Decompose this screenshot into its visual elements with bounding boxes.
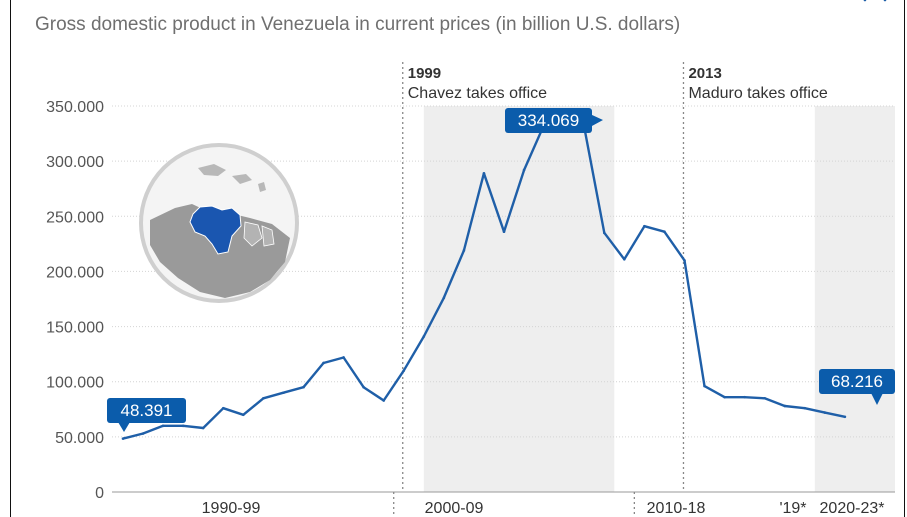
data-point bbox=[502, 230, 506, 234]
annotation-year: 2013 bbox=[688, 65, 721, 82]
data-point bbox=[442, 296, 446, 300]
y-tick-label: 350.000 bbox=[46, 99, 104, 116]
data-point bbox=[342, 356, 345, 359]
data-point bbox=[302, 385, 305, 389]
data-point bbox=[482, 171, 486, 175]
data-point bbox=[643, 224, 646, 228]
shade-2020-23 bbox=[814, 106, 895, 492]
data-point bbox=[201, 426, 205, 430]
annotation-text: Maduro takes office bbox=[688, 85, 827, 102]
x-tick-label: 1990-99 bbox=[202, 500, 261, 517]
data-point bbox=[362, 385, 365, 389]
annotation-text: Chavez takes office bbox=[408, 85, 547, 102]
annotation-year: 1999 bbox=[408, 65, 441, 82]
data-point bbox=[743, 395, 746, 399]
y-tick-label: 250.000 bbox=[46, 209, 104, 226]
data-point bbox=[161, 424, 165, 428]
data-point bbox=[663, 230, 666, 234]
x-tick-label: 2000-09 bbox=[425, 500, 484, 517]
chart-title: Gross domestic product in Venezuela in c… bbox=[35, 14, 681, 35]
callout-pointer bbox=[871, 393, 883, 405]
x-tick-label: '19* bbox=[779, 500, 806, 517]
y-tick-label: 300.000 bbox=[46, 154, 104, 171]
callout-box bbox=[107, 398, 186, 423]
callout-label: 334.069 bbox=[518, 111, 579, 130]
data-point bbox=[763, 396, 766, 400]
data-point bbox=[282, 391, 285, 395]
y-tick-label: 0 bbox=[95, 485, 104, 502]
data-point bbox=[783, 404, 787, 408]
data-point bbox=[462, 249, 466, 252]
data-point bbox=[863, 0, 867, 2]
data-point bbox=[602, 231, 606, 235]
callout-pointer bbox=[591, 114, 603, 127]
callout-box bbox=[819, 369, 895, 394]
data-point bbox=[382, 399, 385, 402]
data-point bbox=[262, 396, 265, 400]
callout-label: 48.391 bbox=[121, 401, 173, 420]
data-point bbox=[322, 361, 325, 365]
data-point bbox=[522, 168, 526, 172]
data-point bbox=[683, 259, 686, 262]
x-tick-label: 2010-18 bbox=[647, 500, 706, 517]
venezuela-map-icon bbox=[139, 143, 299, 303]
data-point bbox=[803, 406, 807, 410]
callout-label: 68.216 bbox=[831, 372, 883, 391]
y-tick-label: 50.000 bbox=[55, 430, 104, 447]
data-point bbox=[141, 432, 145, 435]
data-point bbox=[723, 395, 726, 399]
data-point bbox=[242, 413, 245, 417]
x-tick-label: 2020-23* bbox=[820, 500, 885, 517]
callout-box bbox=[505, 108, 592, 133]
data-point bbox=[823, 411, 827, 414]
data-point bbox=[121, 437, 125, 440]
y-tick-label: 200.000 bbox=[46, 264, 104, 281]
data-point bbox=[703, 384, 706, 388]
y-tick-label: 150.000 bbox=[46, 320, 104, 337]
callout-pointer bbox=[118, 422, 130, 432]
data-point bbox=[623, 257, 626, 261]
data-point bbox=[402, 369, 406, 372]
data-point bbox=[181, 424, 185, 428]
y-tick-label: 100.000 bbox=[46, 375, 104, 392]
data-point bbox=[221, 406, 225, 410]
data-point bbox=[422, 335, 426, 338]
data-point bbox=[883, 0, 887, 2]
data-point bbox=[843, 415, 847, 419]
shade-2000-09 bbox=[423, 106, 615, 492]
